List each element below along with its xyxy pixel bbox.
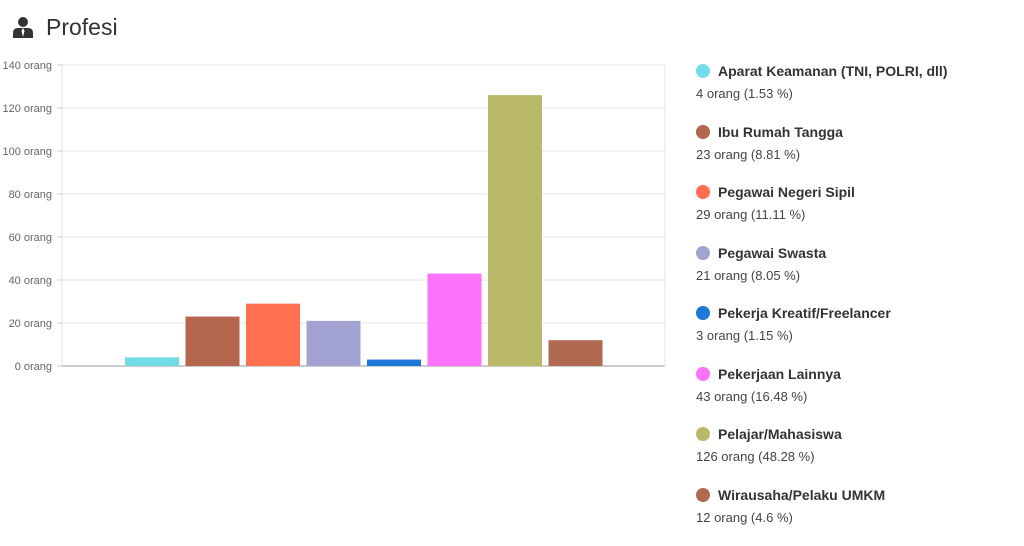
legend-value: 4 orang (1.53 %) (696, 86, 793, 101)
y-tick-label: 0 orang (15, 361, 52, 373)
user-tie-icon (13, 17, 33, 38)
legend-label: Pekerja Kreatif/Freelancer (718, 305, 891, 321)
legend-item: Pegawai Negeri Sipil 29 orang (11.11 %) (696, 181, 1016, 242)
y-tick-label: 80 orang (9, 189, 52, 201)
legend-label: Pelajar/Mahasiswa (718, 426, 842, 442)
legend-row: Wirausaha/Pelaku UMKM (696, 484, 1016, 506)
y-tick-label: 100 orang (2, 146, 52, 158)
legend-item: Pekerja Kreatif/Freelancer 3 orang (1.15 … (696, 302, 1016, 363)
legend-item: Wirausaha/Pelaku UMKM 12 orang (4.6 %) (696, 484, 1016, 545)
legend-value: 29 orang (11.11 %) (696, 207, 806, 222)
legend-swatch (696, 487, 710, 502)
legend-row: Ibu Rumah Tangga (696, 121, 1016, 143)
legend-swatch (696, 427, 710, 441)
legend-value: 43 orang (16.48 %) (696, 388, 808, 404)
legend-item: Aparat Keamanan (TNI, POLRI, dll) 4 orang… (696, 60, 1016, 121)
bar-3 (246, 303, 300, 366)
bar-chart-svg: 0 orang 20 orang 40 orang 60 orang 80 orang 1… (2, 60, 666, 373)
page-title: Profesi (46, 13, 118, 40)
chart-header: Profesi (12, 10, 118, 44)
bar-4 (306, 320, 361, 366)
bar-6 (427, 273, 482, 366)
legend-label: Pegawai Swasta (718, 244, 827, 261)
legend-label: Aparat Keamanan (TNI, POLRI, dll) (718, 63, 948, 79)
legend-value: 21 orang (8.05 %) (696, 267, 801, 283)
legend-value: 23 orang (8.81 %) (696, 146, 801, 162)
legend-swatch (696, 124, 710, 139)
legend-item: Pegawai Swasta 21 orang (8.05 %) (696, 242, 1016, 303)
bar-5 (367, 359, 421, 366)
legend-value: 126 orang (48.28 %) (696, 449, 815, 464)
y-tick-label: 40 orang (9, 275, 52, 287)
legend-row: Pegawai Negeri Sipil (696, 181, 1016, 203)
legend-label: Ibu Rumah Tangga (718, 123, 843, 140)
bar-1 (125, 357, 179, 366)
legend-swatch (696, 306, 710, 320)
legend-row: Pelajar/Mahasiswa (696, 423, 1016, 445)
legend-swatch (696, 245, 710, 260)
legend-swatch (696, 185, 710, 199)
y-tick-label: 120 orang (2, 103, 52, 115)
bar-chart: 0 orang 20 orang 40 orang 60 orang 80 orang 1… (0, 55, 680, 385)
legend-item: Pekerjaan Lainnya 43 orang (16.48 %) (696, 363, 1016, 424)
legend-swatch (696, 366, 710, 381)
y-tick-label: 60 orang (9, 232, 52, 244)
y-tick-label: 140 orang (2, 60, 52, 72)
bar-8 (548, 340, 603, 366)
legend-label: Pekerjaan Lainnya (718, 365, 841, 382)
y-tick-label: 20 orang (9, 318, 52, 330)
legend-value: 12 orang (4.6 %) (696, 509, 793, 525)
legend-item: Ibu Rumah Tangga 23 orang (8.81 %) (696, 121, 1016, 182)
chart-legend: Aparat Keamanan (TNI, POLRI, dll) 4 orang… (696, 60, 1016, 544)
legend-row: Pegawai Swasta (696, 242, 1016, 264)
legend-label: Wirausaha/Pelaku UMKM (718, 486, 886, 503)
legend-label: Pegawai Negeri Sipil (718, 184, 855, 200)
legend-row: Aparat Keamanan (TNI, POLRI, dll) (696, 60, 1016, 82)
legend-value: 3 orang (1.15 %) (696, 328, 793, 343)
legend-row: Pekerjaan Lainnya (696, 363, 1016, 385)
bar-2 (185, 316, 240, 366)
legend-row: Pekerja Kreatif/Freelancer (696, 302, 1016, 324)
bar-7 (488, 95, 542, 366)
legend-swatch (696, 64, 710, 78)
legend-item: Pelajar/Mahasiswa 126 orang (48.28 %) (696, 423, 1016, 484)
